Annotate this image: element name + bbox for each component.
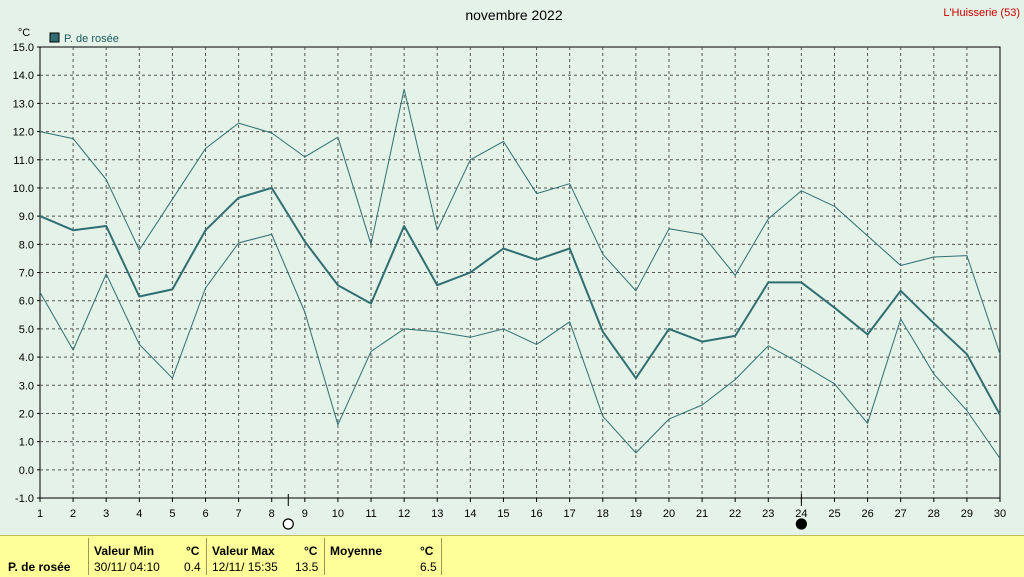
series-line-mean <box>39 186 1001 416</box>
x-tick-label: 20 <box>663 508 675 520</box>
min-header: Valeur Min <box>94 544 155 558</box>
series-lines <box>39 88 1001 459</box>
max-value: 13.5 <box>295 560 319 574</box>
summary-divider <box>206 538 207 575</box>
y-tick-label: 2.0 <box>19 408 34 420</box>
chart-title: novembre 2022 <box>465 7 563 23</box>
x-tick-label: 29 <box>961 508 973 520</box>
x-axis: 1 2 3 4 5 6 7 8 9 10 11 12 13 14 15 16 17 18 19 20 21 22 23 24 2… <box>37 498 1006 520</box>
x-tick-label: 1 <box>37 508 43 520</box>
x-tick-label: 2 <box>70 508 76 520</box>
x-tick-label: 10 <box>332 508 344 520</box>
y-tick-label: 11.0 <box>13 155 34 167</box>
summary-divider <box>324 538 325 575</box>
x-tick-label: 25 <box>828 508 840 520</box>
x-tick-label: 24 <box>795 508 807 520</box>
max-date: 12/11/ 15:35 <box>212 560 278 574</box>
y-tick-label: 10.0 <box>13 183 34 195</box>
y-tick-label: -1.0 <box>15 493 34 505</box>
y-axis-unit: °C <box>18 27 30 39</box>
x-tick-label: 5 <box>169 508 175 520</box>
x-tick-label: 28 <box>928 508 940 520</box>
x-tick-label: 16 <box>530 508 542 520</box>
series-line-max <box>39 88 1001 355</box>
avg-unit: °C <box>420 544 434 558</box>
y-tick-label: 1.0 <box>19 437 34 449</box>
x-tick-label: 22 <box>729 508 741 520</box>
x-tick-label: 23 <box>762 508 774 520</box>
y-tick-label: 13.0 <box>13 98 34 110</box>
x-tick-label: 17 <box>564 508 576 520</box>
y-tick-label: 14.0 <box>13 70 34 82</box>
y-axis: -1.0 0.0 1.0 2.0 3.0 4.0 5.0 6.0 7.0 8.0 9.0 10.0 11… <box>13 42 40 505</box>
summary-series-label: P. de rosée <box>8 560 71 574</box>
x-tick-label: 21 <box>696 508 708 520</box>
x-tick-label: 15 <box>497 508 509 520</box>
summary-bar: P. de rosée Valeur Min °C 30/11/ 04:10 0… <box>0 535 1024 577</box>
x-tick-label: 27 <box>895 508 907 520</box>
summary-divider <box>88 538 89 575</box>
y-tick-label: 0.0 <box>19 465 34 477</box>
x-tick-label: 3 <box>103 508 109 520</box>
y-tick-label: 7.0 <box>19 268 34 280</box>
moon-phase-markers <box>282 494 807 530</box>
min-date: 30/11/ 04:10 <box>94 560 160 574</box>
x-tick-label: 19 <box>630 508 642 520</box>
y-tick-label: 15.0 <box>13 42 34 54</box>
min-unit: °C <box>186 544 200 558</box>
new-moon-icon <box>795 518 807 530</box>
max-unit: °C <box>304 544 318 558</box>
legend-swatch <box>49 32 60 43</box>
x-tick-label: 26 <box>861 508 873 520</box>
x-tick-label: 13 <box>431 508 443 520</box>
x-tick-label: 30 <box>994 508 1006 520</box>
x-tick-label: 9 <box>302 508 308 520</box>
x-tick-label: 12 <box>398 508 410 520</box>
x-tick-label: 8 <box>269 508 275 520</box>
y-tick-label: 5.0 <box>19 324 34 336</box>
summary-divider <box>441 538 442 575</box>
y-tick-label: 12.0 <box>13 127 34 139</box>
avg-header: Moyenne <box>330 544 383 558</box>
x-tick-label: 6 <box>202 508 208 520</box>
station-name: L'Huisserie (53) <box>943 7 1020 19</box>
avg-value: 6.5 <box>420 560 437 574</box>
x-tick-label: 4 <box>136 508 142 520</box>
y-tick-label: 6.0 <box>19 296 34 308</box>
x-tick-label: 7 <box>236 508 242 520</box>
grid <box>40 47 1000 498</box>
y-tick-label: 9.0 <box>19 211 34 223</box>
y-tick-label: 3.0 <box>19 380 34 392</box>
max-header: Valeur Max <box>212 544 275 558</box>
legend: P. de rosée <box>49 32 119 45</box>
dew-point-chart: novembre 2022 L'Huisserie (53) °C P. de … <box>13 7 1020 530</box>
full-moon-icon <box>282 518 294 530</box>
x-tick-label: 11 <box>365 508 376 520</box>
y-tick-label: 8.0 <box>19 239 34 251</box>
y-tick-label: 4.0 <box>19 352 34 364</box>
x-tick-label: 14 <box>464 508 476 520</box>
x-tick-label: 18 <box>597 508 609 520</box>
legend-label: P. de rosée <box>64 33 119 45</box>
series-line-min <box>39 233 1001 459</box>
min-value: 0.4 <box>184 560 201 574</box>
